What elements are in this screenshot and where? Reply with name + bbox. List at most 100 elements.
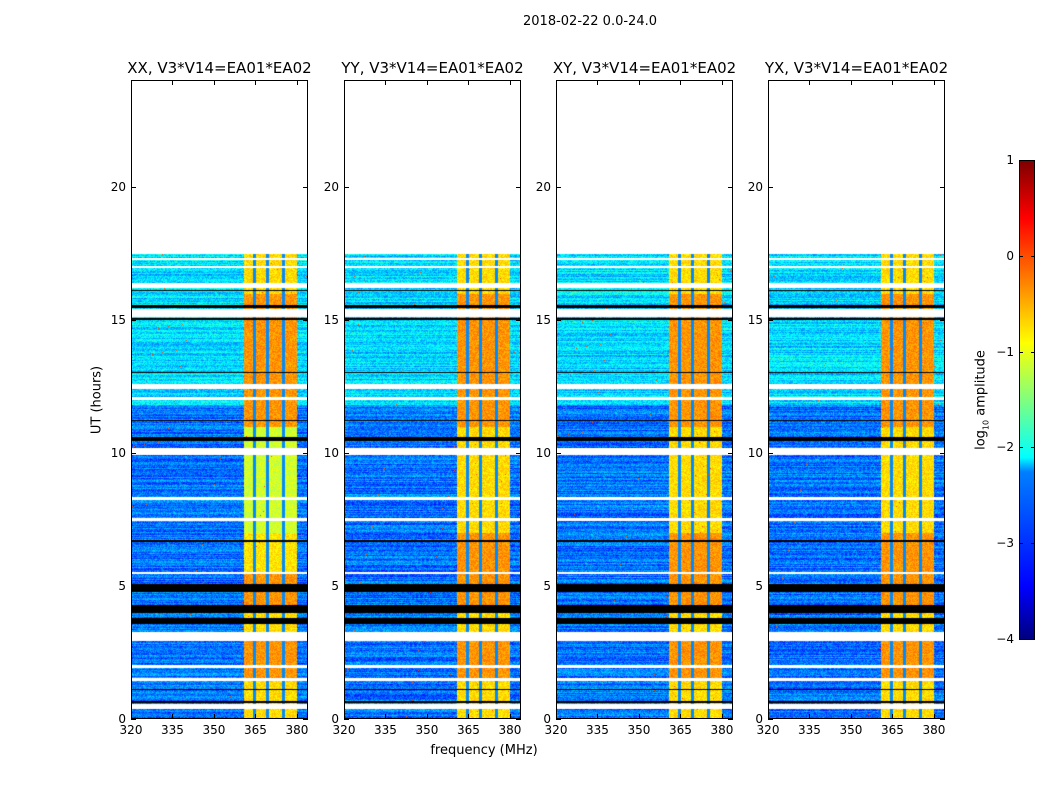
waterfall-panel (131, 80, 308, 719)
colorbar-tick (1019, 639, 1023, 640)
x-tick (638, 714, 640, 719)
x-tick-label: 320 (756, 723, 780, 737)
y-tick-label: 0 (331, 712, 339, 726)
y-tick-label: 0 (755, 712, 763, 726)
x-tick (892, 80, 894, 85)
y-tick-label: 15 (110, 312, 126, 327)
colorbar-tick (1031, 639, 1035, 640)
x-tick (680, 714, 682, 719)
y-tick-label: 20 (747, 179, 763, 194)
x-tick-label: 335 (374, 723, 397, 737)
x-tick-label: 365 (881, 723, 904, 737)
y-tick (556, 186, 561, 188)
y-tick (516, 719, 521, 720)
x-tick (556, 714, 557, 719)
y-tick (728, 319, 733, 321)
x-tick (721, 714, 723, 719)
y-axis-label: UT (hours) (89, 365, 105, 435)
x-tick-label: 335 (161, 723, 184, 737)
x-tick (509, 80, 511, 85)
colorbar-tick (1031, 255, 1035, 257)
x-tick-label: 335 (586, 723, 609, 737)
x-tick (556, 80, 557, 85)
panel-title: XX, V3*V14=EA01*EA02 (127, 59, 312, 77)
x-tick-label: 365 (244, 723, 267, 737)
x-axis-label: frequency (MHz) (430, 743, 538, 758)
y-tick (940, 186, 945, 188)
x-tick-label: 380 (922, 723, 946, 737)
x-tick (768, 80, 769, 85)
x-tick (255, 80, 257, 85)
panel-title: YX, V3*V14=EA01*EA02 (764, 59, 949, 77)
x-tick (426, 714, 428, 719)
heatmap-image (769, 81, 944, 718)
colorbar-label-sub: 10 (981, 419, 991, 431)
x-tick-label: 320 (119, 723, 143, 737)
y-tick (131, 452, 136, 454)
y-tick (556, 585, 561, 587)
y-tick (768, 452, 773, 454)
y-tick-label: 10 (110, 445, 126, 460)
y-tick (131, 186, 136, 188)
y-tick (303, 719, 308, 720)
x-tick (172, 80, 174, 85)
y-tick (728, 452, 733, 454)
colorbar-tick (1031, 543, 1035, 545)
colorbar-tick (1019, 447, 1023, 449)
figure-title: 2018-02-22 0.0-24.0 (523, 14, 657, 29)
x-tick-label: 350 (627, 723, 651, 737)
x-tick (426, 80, 428, 85)
y-tick (303, 319, 308, 321)
waterfall-panel (344, 80, 521, 719)
x-tick-label: 380 (710, 723, 734, 737)
x-tick (809, 714, 811, 719)
y-tick (344, 719, 349, 720)
x-tick (131, 80, 132, 85)
y-tick (516, 186, 521, 188)
x-tick (680, 80, 682, 85)
heatmap-image (557, 81, 732, 718)
x-tick (768, 714, 769, 719)
y-tick (131, 319, 136, 321)
x-tick (255, 714, 257, 719)
x-tick (385, 80, 387, 85)
x-tick (468, 80, 470, 85)
y-tick-label: 5 (543, 578, 551, 593)
panel-title: YY, V3*V14=EA01*EA02 (341, 59, 524, 77)
y-tick (728, 719, 733, 720)
x-tick (296, 714, 298, 719)
colorbar-tick-label: 1 (1006, 153, 1014, 167)
colorbar-label-log: log (973, 430, 989, 450)
y-tick (344, 452, 349, 454)
y-tick-label: 10 (535, 445, 551, 460)
y-tick-label: 15 (323, 312, 339, 327)
x-tick-label: 320 (544, 723, 568, 737)
y-tick-label: 0 (118, 712, 126, 726)
x-tick-label: 380 (498, 723, 522, 737)
heatmap-image (345, 81, 520, 718)
x-tick (468, 714, 470, 719)
y-tick (344, 585, 349, 587)
y-tick-label: 5 (331, 578, 339, 593)
x-tick (296, 80, 298, 85)
y-tick (556, 452, 561, 454)
colorbar-tick (1019, 160, 1023, 161)
x-tick-label: 380 (285, 723, 309, 737)
y-tick (728, 186, 733, 188)
colorbar-label-rest: amplitude (973, 350, 989, 420)
x-tick-label: 365 (457, 723, 480, 737)
y-tick-label: 20 (323, 179, 339, 194)
y-tick (768, 719, 773, 720)
colorbar-tick (1031, 160, 1035, 161)
y-tick (344, 186, 349, 188)
y-tick (940, 585, 945, 587)
x-tick (597, 80, 599, 85)
x-tick-label: 350 (202, 723, 226, 737)
panel-title: XY, V3*V14=EA01*EA02 (552, 59, 737, 77)
colorbar (1019, 160, 1035, 640)
x-tick (344, 80, 345, 85)
y-tick-label: 20 (110, 179, 126, 194)
y-tick (131, 719, 136, 720)
colorbar-tick (1019, 543, 1023, 545)
x-tick (344, 714, 345, 719)
